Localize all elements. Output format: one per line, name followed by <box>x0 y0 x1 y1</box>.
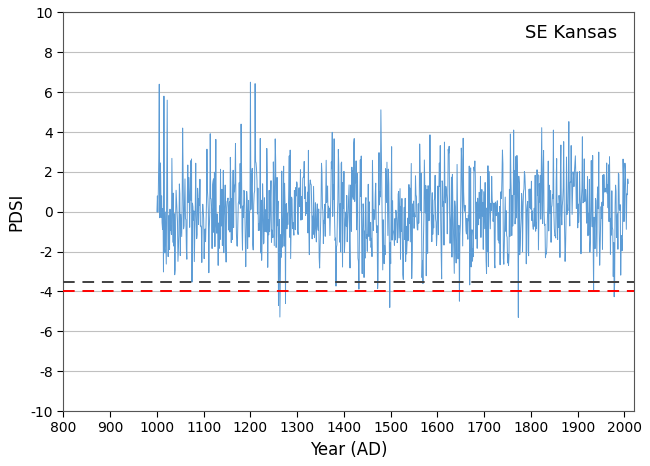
X-axis label: Year (AD): Year (AD) <box>310 441 387 459</box>
Text: SE Kansas: SE Kansas <box>525 24 617 42</box>
Y-axis label: PDSI: PDSI <box>7 192 25 231</box>
